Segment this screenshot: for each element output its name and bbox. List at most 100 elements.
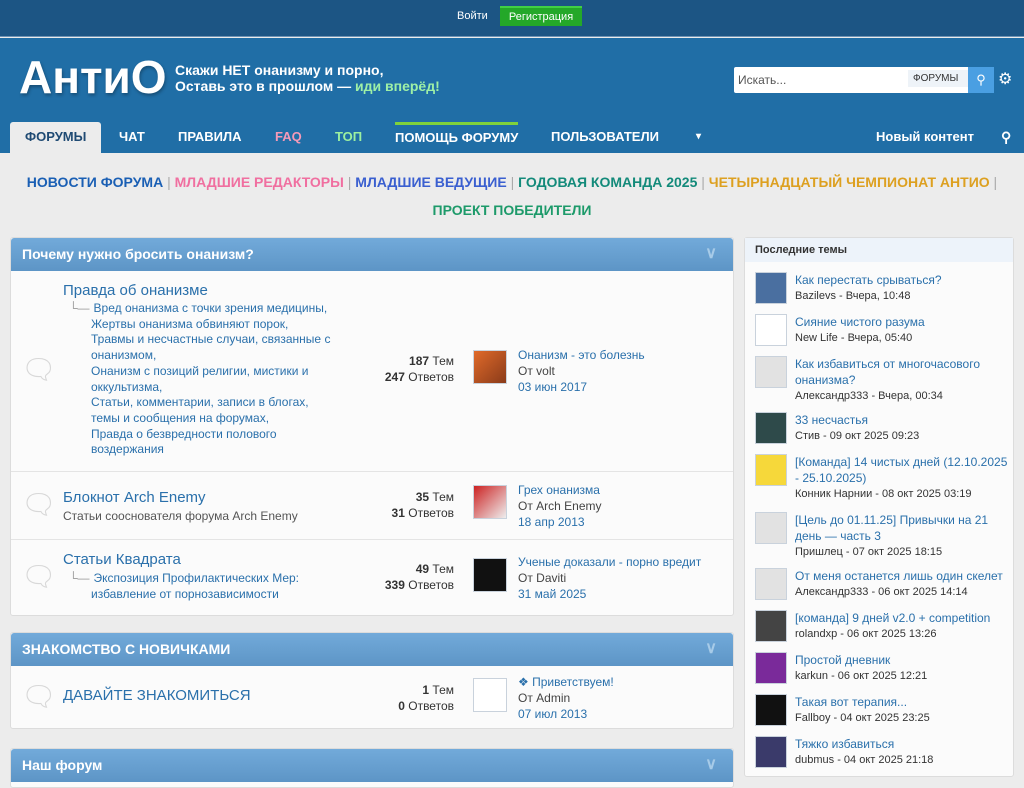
category-header[interactable]: Наш форум ∨ — [11, 749, 733, 782]
last-post-date[interactable]: 31 май 2025 — [518, 587, 587, 601]
avatar[interactable] — [755, 272, 787, 304]
search-box[interactable]: Искать... ФОРУМЫ ⚲ — [734, 67, 994, 93]
link-winners-project[interactable]: ПРОЕКТ ПОБЕДИТЕЛИ — [432, 202, 592, 218]
tab-rules[interactable]: ПРАВИЛА — [178, 129, 242, 144]
subforum-link[interactable]: Экспозиция Профилактических Мер: избавле… — [91, 571, 300, 601]
forum-title[interactable]: ДАВАЙТЕ ЗНАКОМИТЬСЯ — [63, 687, 251, 704]
avatar[interactable] — [473, 350, 507, 384]
topic-link[interactable]: [Цель до 01.11.25] Привычки на 21 день —… — [795, 513, 989, 543]
site-header: АнтиО Скажи НЕТ онанизму и порно, Оставь… — [0, 38, 1024, 153]
avatar[interactable] — [755, 694, 787, 726]
topic-link[interactable]: Как перестать срываться? — [795, 273, 942, 287]
topic-meta: New Life - Вчера, 05:40 — [795, 332, 913, 344]
forum-title[interactable]: Блокнот Arch Enemy — [63, 489, 206, 506]
subforum-link[interactable]: Онанизм с позиций религии, мистики и окк… — [91, 363, 309, 394]
chat-bubbles-icon: 🗨 — [21, 354, 57, 385]
avatar[interactable] — [755, 736, 787, 768]
register-button[interactable]: Регистрация — [500, 6, 582, 26]
topic-link[interactable]: Такая вот терапия... — [795, 695, 908, 709]
last-post-date[interactable]: 07 июл 2013 — [518, 707, 588, 721]
avatar[interactable] — [755, 512, 787, 544]
topic-link[interactable]: От меня останется лишь один скелет — [795, 569, 1003, 583]
last-post-date[interactable]: 03 июн 2017 — [518, 380, 588, 394]
tab-help-forum[interactable]: ПОМОЩЬ ФОРУМУ — [395, 122, 519, 153]
forum-description: Статьи сооснователя форума Arch Enemy — [63, 509, 298, 523]
recent-topic: Сияние чистого разума New Life - Вчера, 0… — [755, 314, 1010, 346]
site-logo[interactable]: АнтиО — [19, 51, 167, 103]
avatar[interactable] — [755, 314, 787, 346]
last-post-title[interactable]: Ученые доказали - порно вредит — [518, 555, 702, 569]
slogan-line-2: Оставь это в прошлом — иди вперёд! — [175, 78, 440, 94]
topic-link[interactable]: Как избавиться от многочасового онанизма… — [795, 357, 980, 387]
topic-link[interactable]: 33 несчастья — [795, 413, 869, 427]
last-post-author[interactable]: От volt — [518, 364, 555, 378]
last-post-author[interactable]: От Arch Enemy — [518, 499, 602, 513]
category-header[interactable]: ЗНАКОМСТВО С НОВИЧКАМИ ∨ — [11, 633, 733, 666]
gear-icon[interactable]: ⚙ — [998, 71, 1013, 88]
last-post-title[interactable]: Грех онанизма — [518, 483, 600, 497]
avatar[interactable] — [755, 652, 787, 684]
category-header[interactable]: Почему нужно бросить онанизм? ∨ — [11, 238, 733, 271]
topic-link[interactable]: Простой дневник — [795, 653, 891, 667]
forum-row: 🗨 Блокнот Arch Enemy Статьи сооснователя… — [11, 472, 733, 540]
avatar[interactable] — [755, 610, 787, 642]
link-championship[interactable]: ЧЕТЫРНАДЦАТЫЙ ЧЕМПИОНАТ АНТИО — [708, 174, 990, 190]
tab-chat[interactable]: ЧАТ — [119, 129, 145, 144]
subforum-link[interactable]: Вред онанизма с точки зрения медицины, — [93, 301, 328, 315]
category-title: ЗНАКОМСТВО С НОВИЧКАМИ — [22, 641, 231, 657]
forum-title[interactable]: Правда об онанизме — [63, 282, 208, 299]
search-input[interactable]: Искать... — [738, 73, 787, 87]
last-post: Грех онанизма От Arch Enemy 18 апр 2013 — [518, 482, 602, 530]
search-scope-selector[interactable]: ФОРУМЫ — [908, 70, 968, 87]
last-post-title[interactable]: Онанизм - это болезнь — [518, 348, 645, 362]
link-forum-news[interactable]: НОВОСТИ ФОРУМА — [26, 174, 164, 190]
last-post-title[interactable]: ❖ Приветствуем! — [518, 675, 614, 689]
login-link[interactable]: Войти — [457, 10, 488, 22]
avatar[interactable] — [755, 454, 787, 486]
tab-top[interactable]: ТОП — [335, 129, 363, 144]
last-post: Ученые доказали - порно вредит От Daviti… — [518, 554, 701, 602]
avatar[interactable] — [473, 558, 507, 592]
link-year-team[interactable]: ГОДОВАЯ КОМАНДА 2025 — [518, 174, 698, 190]
search-icon[interactable]: ⚲ — [968, 67, 994, 93]
slogan-highlight: иди вперёд! — [355, 78, 440, 94]
forum-title[interactable]: Статьи Квадрата — [63, 551, 181, 568]
avatar[interactable] — [755, 568, 787, 600]
recent-topic: От меня останется лишь один скелет Алекса… — [755, 568, 1010, 600]
avatar[interactable] — [755, 412, 787, 444]
recent-topic: Как избавиться от многочасового онанизма… — [755, 356, 1010, 404]
avatar[interactable] — [755, 356, 787, 388]
new-content-link[interactable]: Новый контент — [876, 129, 974, 144]
main-nav: ФОРУМЫ ЧАТ ПРАВИЛА FAQ ТОП ПОМОЩЬ ФОРУМУ… — [0, 122, 1024, 153]
topic-link[interactable]: [Команда] 14 чистых дней (12.10.2025 - 2… — [795, 455, 1008, 485]
chevron-down-icon[interactable]: ∨ — [705, 245, 717, 262]
chevron-down-icon[interactable]: ∨ — [705, 756, 717, 773]
link-junior-editors[interactable]: МЛАДШИЕ РЕДАКТОРЫ — [174, 174, 344, 190]
last-post-author[interactable]: От Daviti — [518, 571, 567, 585]
topic-link[interactable]: [команда] 9 дней v2.0 + competition — [795, 611, 991, 625]
subforum-link[interactable]: Жертвы онанизма обвиняют порок, — [91, 316, 289, 331]
more-dropdown-icon[interactable]: ▾ — [696, 131, 702, 142]
subforum-link[interactable]: Правда о безвредности полового воздержан… — [91, 426, 277, 457]
avatar[interactable] — [473, 678, 507, 712]
subforum-link[interactable]: Статьи, комментарии, записи в блогах, те… — [91, 395, 309, 425]
tab-users[interactable]: ПОЛЬЗОВАТЕЛИ — [551, 129, 659, 144]
last-post-author[interactable]: От Admin — [518, 691, 571, 705]
subforum-link[interactable]: Травмы и несчастные случаи, связанные с … — [91, 332, 331, 363]
topic-meta: karkun - 06 окт 2025 12:21 — [795, 670, 928, 682]
topic-link[interactable]: Тяжко избавиться — [795, 737, 895, 751]
reply-label: Ответов — [408, 578, 454, 592]
reply-count: 0 — [398, 699, 405, 713]
tab-faq[interactable]: FAQ — [275, 129, 302, 144]
avatar[interactable] — [473, 485, 507, 519]
chevron-down-icon[interactable]: ∨ — [705, 640, 717, 657]
widget-title: Последние темы — [745, 238, 1013, 262]
link-junior-hosts[interactable]: МЛАДШИЕ ВЕДУЩИЕ — [355, 174, 507, 190]
recent-topic: Как перестать срываться? Bazilevs - Вчера… — [755, 272, 1010, 304]
last-post-date[interactable]: 18 апр 2013 — [518, 515, 585, 529]
location-pin-icon[interactable]: ⚲ — [1001, 129, 1012, 145]
tab-forums[interactable]: ФОРУМЫ — [10, 122, 102, 153]
last-post: Онанизм - это болезнь От volt 03 июн 201… — [518, 347, 645, 395]
recent-topic: [команда] 9 дней v2.0 + competition rolan… — [755, 610, 1010, 642]
topic-link[interactable]: Сияние чистого разума — [795, 315, 925, 329]
